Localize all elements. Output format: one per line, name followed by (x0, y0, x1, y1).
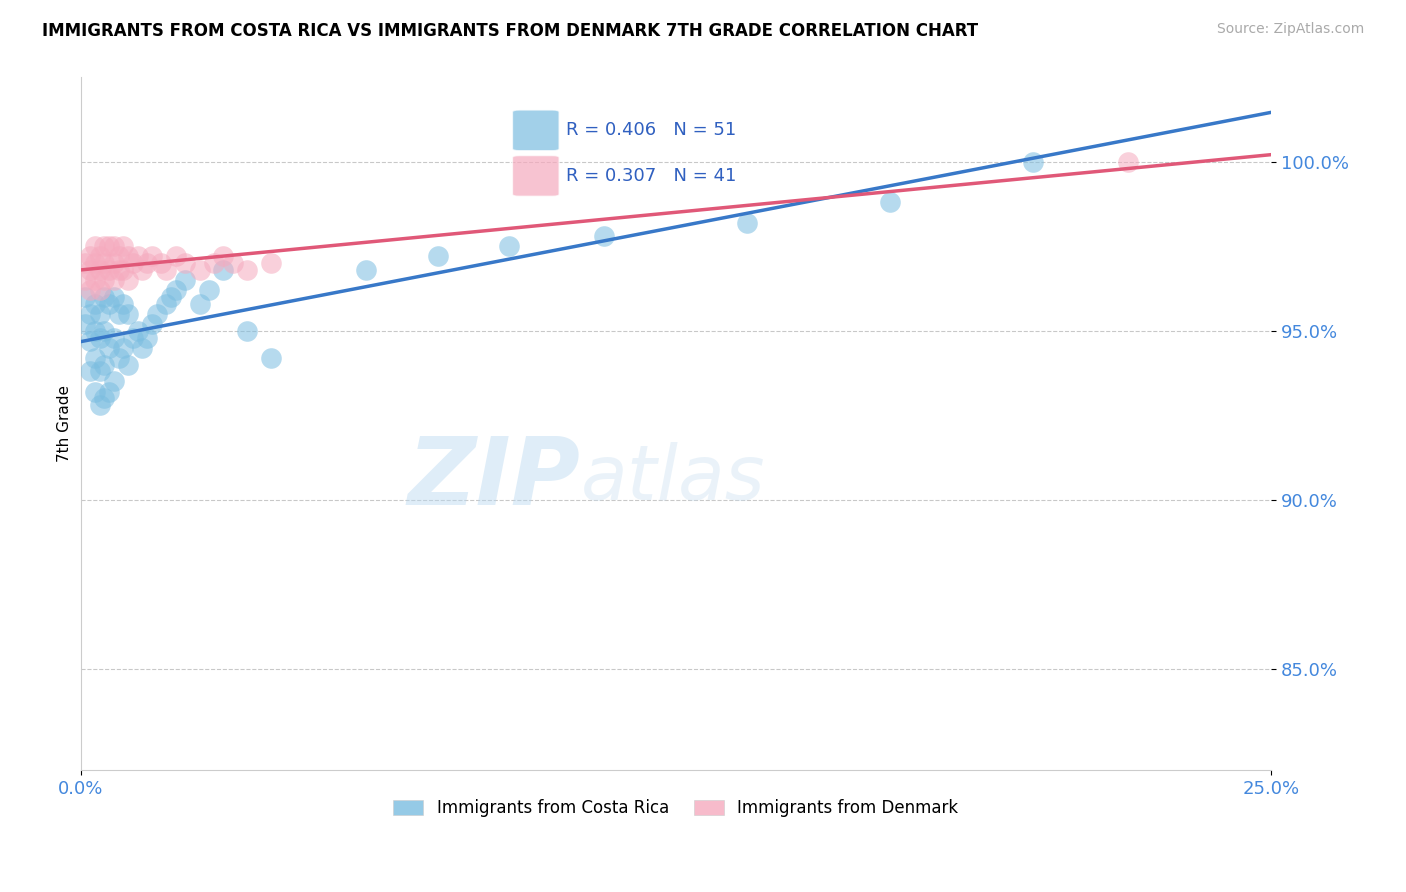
Point (83, 351, 105, 365)
Point (112, 239, 135, 253)
Point (117, 358, 139, 372)
Point (165, 250, 187, 264)
Point (93, 273, 115, 287)
Point (212, 250, 235, 264)
Point (141, 317, 163, 331)
Point (593, 229, 616, 244)
Point (122, 330, 145, 344)
Point (117, 250, 139, 264)
Point (93, 392, 115, 406)
Point (188, 297, 211, 311)
Point (83, 273, 105, 287)
Point (155, 297, 177, 311)
Point (117, 273, 139, 287)
Point (174, 273, 197, 287)
Point (83, 256, 105, 270)
Point (98, 384, 121, 399)
Point (79, 307, 101, 321)
Point (89, 364, 111, 378)
Point (89, 307, 111, 321)
Point (131, 263, 153, 277)
Point (141, 250, 163, 264)
Point (127, 250, 149, 264)
Point (202, 256, 225, 270)
Point (260, 256, 283, 270)
Point (79, 283, 101, 297)
Point (75, 317, 97, 331)
Point (735, 216, 758, 230)
Point (136, 256, 159, 270)
Point (426, 250, 449, 264)
Point (89, 263, 111, 277)
Point (89, 283, 111, 297)
Point (83, 384, 105, 399)
Point (107, 250, 129, 264)
Point (75, 290, 97, 304)
Point (188, 263, 211, 277)
Point (79, 364, 101, 378)
Point (93, 256, 115, 270)
Point (79, 250, 101, 264)
Point (354, 263, 377, 277)
Point (103, 239, 125, 253)
Point (89, 330, 111, 344)
Legend: Immigrants from Costa Rica, Immigrants from Denmark: Immigrants from Costa Rica, Immigrants f… (387, 793, 965, 824)
Point (103, 290, 125, 304)
Point (136, 330, 159, 344)
Point (107, 263, 129, 277)
Point (498, 239, 520, 253)
Point (145, 307, 167, 321)
Point (98, 297, 121, 311)
Text: IMMIGRANTS FROM COSTA RICA VS IMMIGRANTS FROM DENMARK 7TH GRADE CORRELATION CHAR: IMMIGRANTS FROM COSTA RICA VS IMMIGRANTS… (42, 22, 979, 40)
Point (98, 263, 121, 277)
Point (112, 263, 135, 277)
Text: ZIP: ZIP (408, 434, 581, 525)
Point (89, 398, 111, 412)
Point (117, 307, 139, 321)
Point (1022, 155, 1045, 169)
Point (89, 250, 111, 264)
Point (93, 239, 115, 253)
Point (79, 334, 101, 348)
Y-axis label: 7th Grade: 7th Grade (58, 385, 72, 462)
Point (155, 263, 177, 277)
Point (1116, 155, 1139, 169)
Point (222, 256, 245, 270)
Point (107, 307, 129, 321)
Point (879, 195, 901, 210)
Point (260, 351, 283, 365)
Point (83, 297, 105, 311)
Point (212, 263, 235, 277)
Text: Source: ZipAtlas.com: Source: ZipAtlas.com (1216, 22, 1364, 37)
Point (165, 283, 187, 297)
Point (98, 341, 121, 355)
Point (107, 351, 129, 365)
Point (174, 256, 197, 270)
Point (131, 341, 153, 355)
Text: atlas: atlas (581, 442, 765, 516)
Point (83, 239, 105, 253)
Point (93, 290, 115, 304)
Point (83, 324, 105, 338)
Point (103, 375, 125, 389)
Point (93, 324, 115, 338)
Point (75, 273, 97, 287)
Point (103, 273, 125, 287)
Point (103, 256, 125, 270)
Point (198, 283, 221, 297)
Point (112, 341, 135, 355)
Point (236, 324, 259, 338)
Point (75, 256, 97, 270)
Point (236, 263, 259, 277)
Point (98, 239, 121, 253)
Point (122, 256, 145, 270)
Point (93, 358, 115, 372)
Point (103, 330, 125, 344)
Point (112, 297, 135, 311)
Point (127, 324, 149, 338)
Point (79, 263, 101, 277)
Point (150, 256, 173, 270)
Point (160, 290, 183, 304)
